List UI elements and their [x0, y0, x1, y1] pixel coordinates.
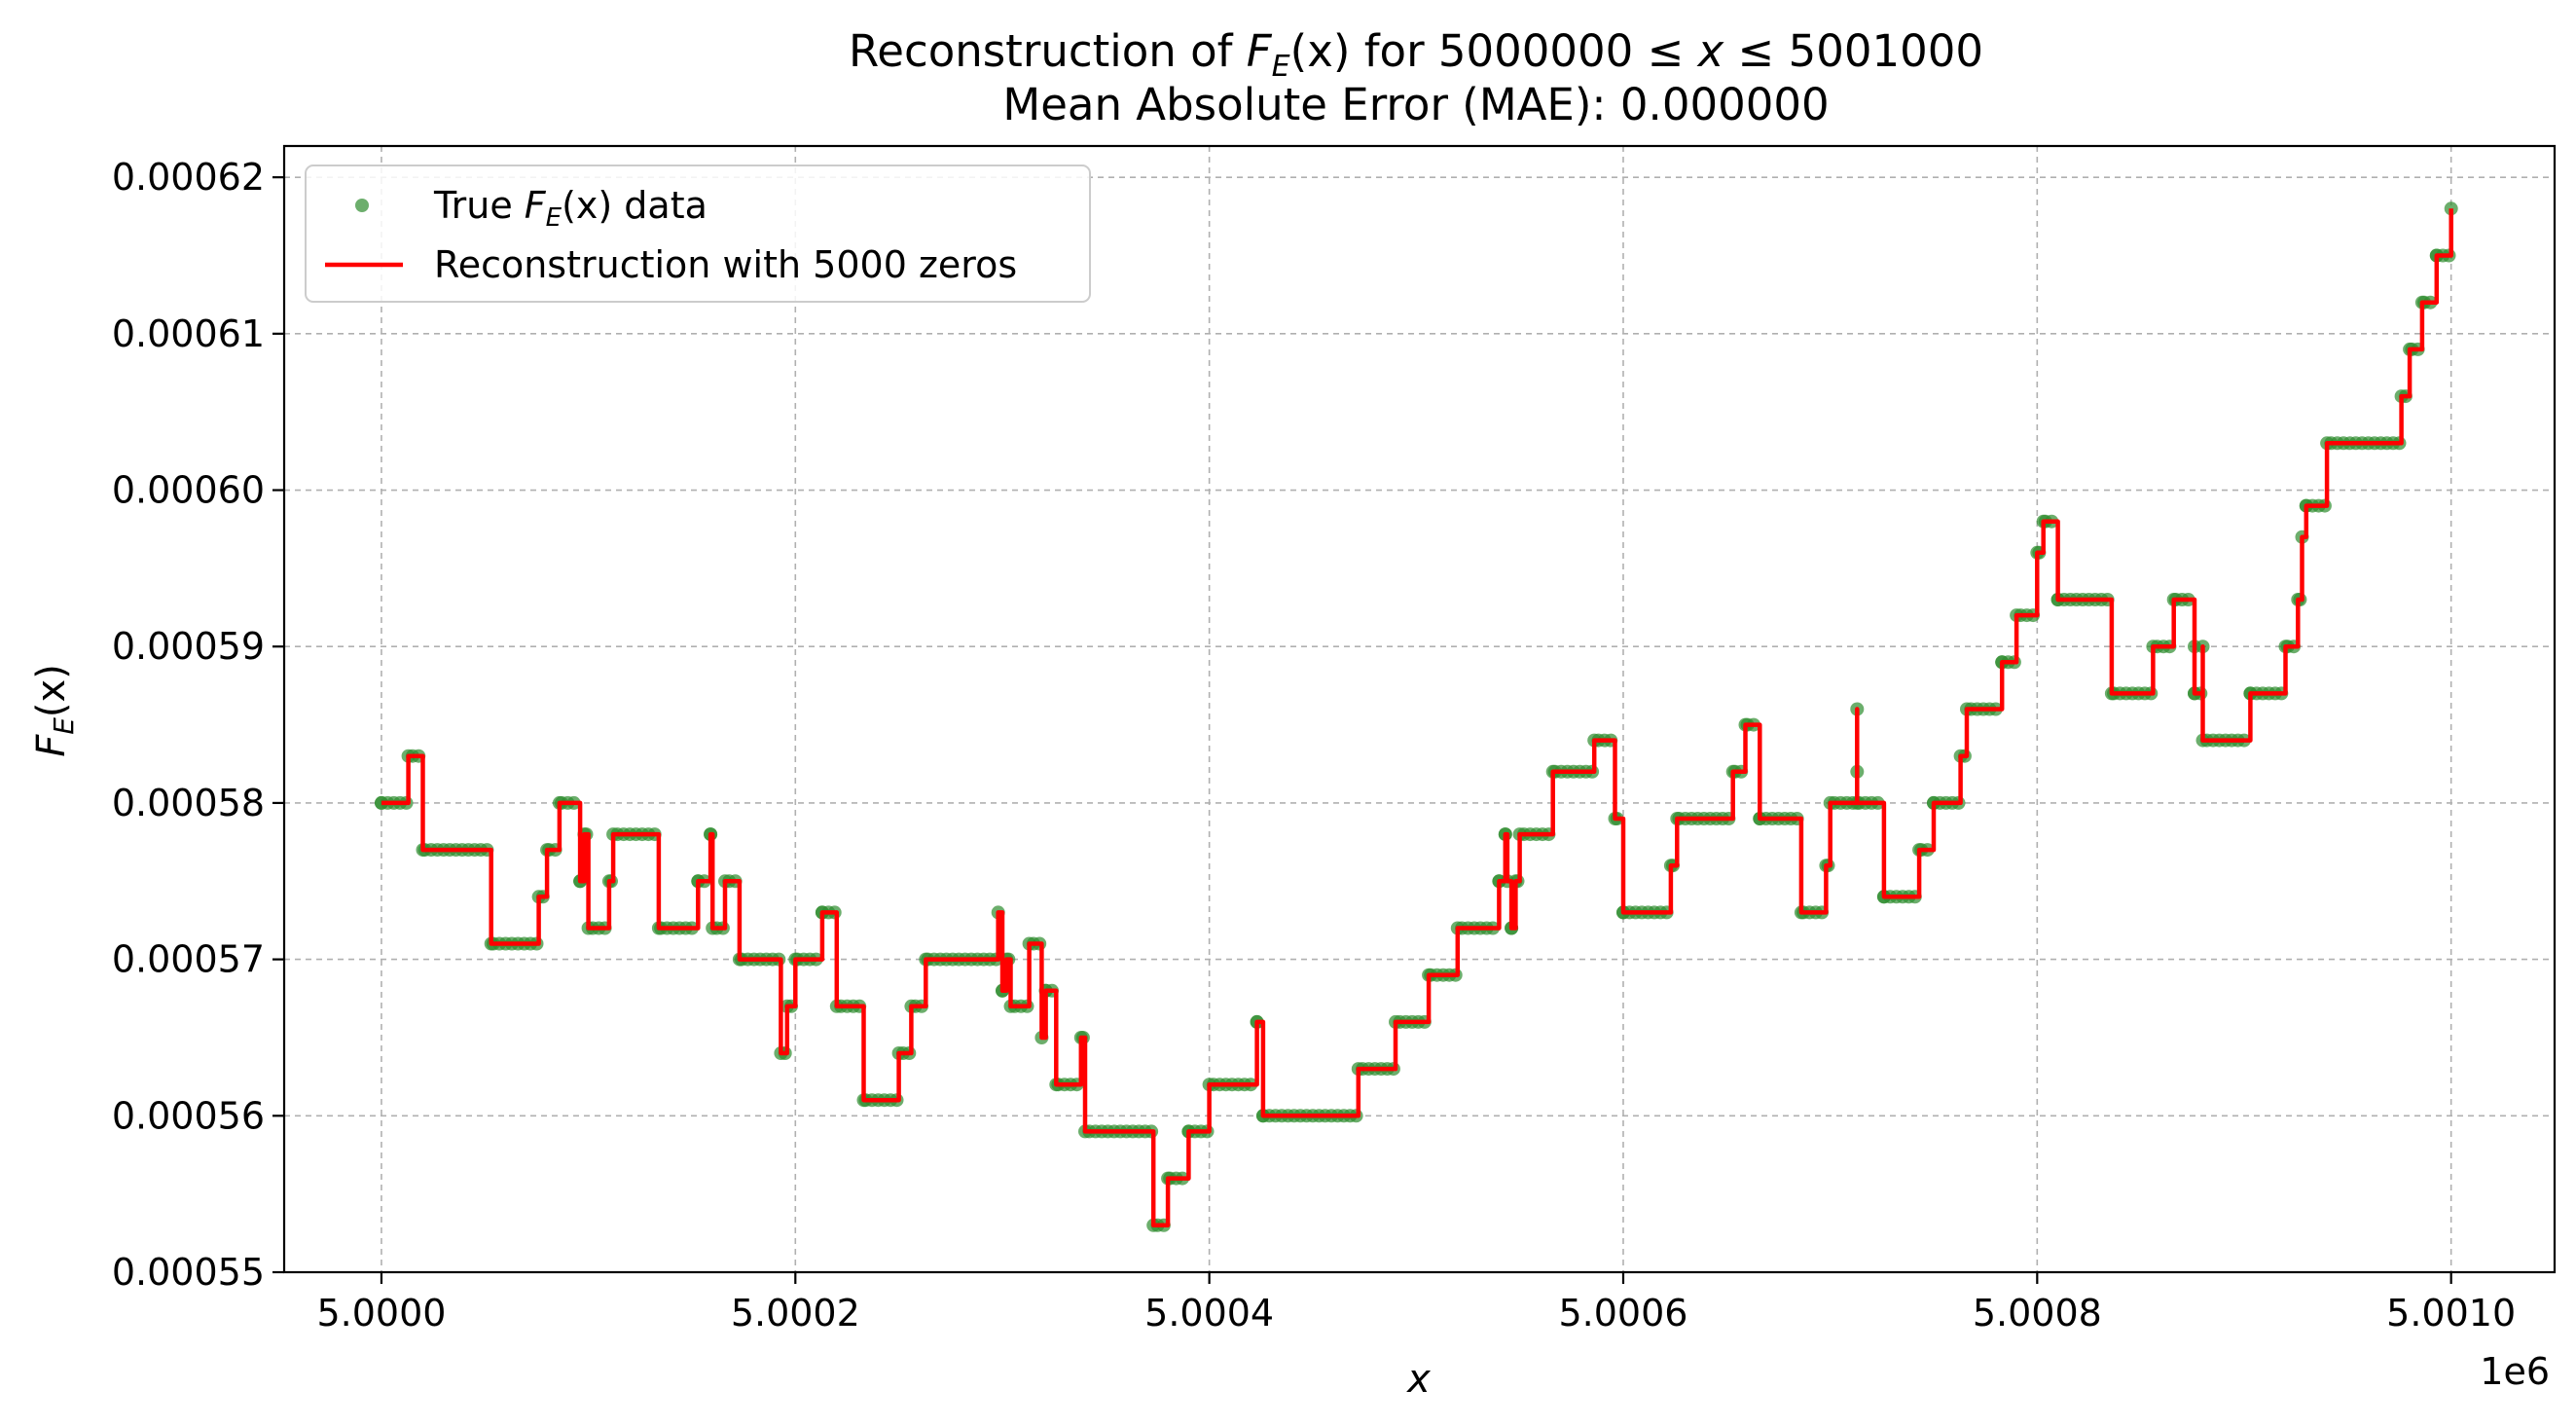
chart-subtitle: Mean Absolute Error (MAE): 0.000000 [1002, 79, 1829, 130]
scatter-series [375, 201, 2458, 1232]
legend-label-reconstruction: Reconstruction with 5000 zeros [434, 243, 1017, 286]
legend-marker-true-data [355, 199, 369, 212]
chart-title: Reconstruction of FE(x) for 5000000 ≤ x … [849, 25, 1983, 84]
y-tick-label: 0.00057 [112, 938, 265, 981]
x-tick-label: 5.0006 [1558, 1292, 1687, 1335]
legend-label-true-data: True FE(x) data [433, 184, 707, 233]
y-tick-label: 0.00060 [112, 469, 265, 512]
gridlines [284, 146, 2555, 1273]
line-series [381, 208, 2453, 1228]
y-axis-ticks: 0.00055 0.00056 0.00057 0.00058 0.00059 0.000… [112, 156, 284, 1294]
x-tick-label: 5.0002 [731, 1292, 860, 1335]
legend-box [305, 165, 1091, 303]
y-tick-label: 0.00061 [112, 312, 265, 355]
y-tick-label: 0.00058 [112, 782, 265, 824]
y-tick-label: 0.00059 [112, 625, 265, 668]
x-axis-label: x [1405, 1357, 1431, 1402]
y-tick-label: 0.00062 [112, 156, 265, 199]
x-tick-label: 5.0010 [2386, 1292, 2516, 1335]
x-tick-label: 5.0000 [316, 1292, 446, 1335]
reconstruction-line [381, 208, 2453, 1228]
y-tick-label: 0.00055 [112, 1251, 265, 1294]
x-tick-label: 5.0008 [1973, 1292, 2102, 1335]
legend: True FE(x) data Reconstruction with 5000… [305, 165, 1091, 303]
x-axis-ticks: 5.0000 5.0002 5.0004 5.0006 5.0008 5.0010 [316, 1272, 2516, 1335]
x-offset-label: 1e6 [2480, 1350, 2550, 1393]
plot-frame [282, 144, 2557, 1274]
y-axis-label: FE(x) [29, 664, 80, 757]
y-tick-label: 0.00056 [112, 1094, 265, 1137]
x-tick-label: 5.0004 [1144, 1292, 1274, 1335]
